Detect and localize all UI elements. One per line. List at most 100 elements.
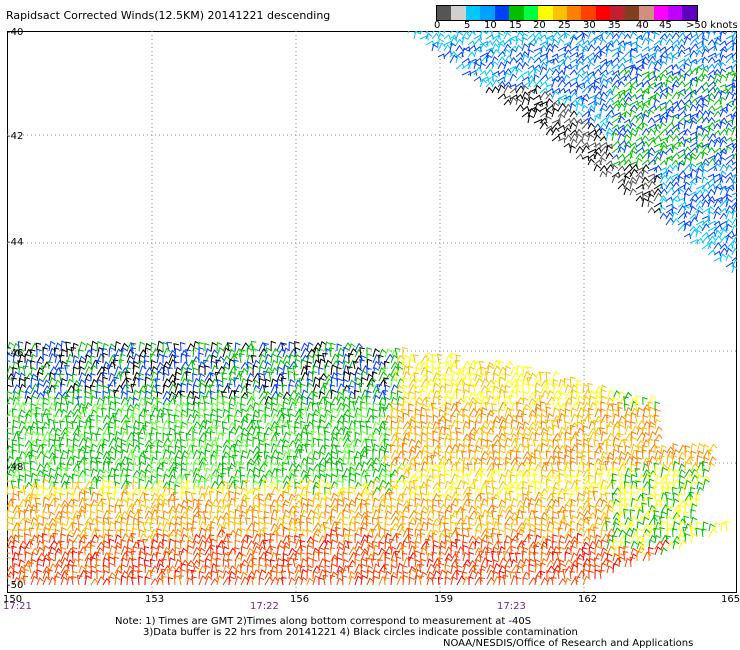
wind-barb xyxy=(95,479,102,490)
wind-barb xyxy=(480,438,487,448)
wind-barb xyxy=(671,55,678,64)
wind-barb xyxy=(701,528,707,538)
wind-barb xyxy=(84,473,90,484)
wind-barb xyxy=(150,439,159,448)
wind-barb xyxy=(654,401,661,412)
wind-barb xyxy=(522,426,531,436)
wind-barb xyxy=(312,484,320,496)
wind-barb xyxy=(342,456,349,466)
wind-barb xyxy=(221,455,228,466)
wind-barb xyxy=(72,403,81,412)
wind-barb xyxy=(491,480,497,490)
wind-barb xyxy=(34,497,41,508)
wind-barb xyxy=(455,354,462,364)
wind-barb xyxy=(130,347,136,358)
wind-barb xyxy=(600,478,608,490)
wind-barb xyxy=(228,358,235,370)
wind-barb xyxy=(492,409,498,418)
wind-barb xyxy=(618,456,626,466)
wind-barb xyxy=(336,426,345,436)
colorbar-label: 5 xyxy=(464,20,471,31)
wind-barb xyxy=(138,414,145,424)
wind-barb xyxy=(204,377,214,388)
wind-barb xyxy=(599,91,608,100)
wind-barb xyxy=(198,391,205,400)
wind-barb xyxy=(648,394,657,406)
wind-barb xyxy=(378,455,388,466)
wind-barb xyxy=(246,488,255,496)
wind-barb xyxy=(378,402,386,412)
wind-barb xyxy=(312,409,320,418)
wind-barb xyxy=(414,540,421,550)
wind-barb xyxy=(414,439,423,448)
colorbar-labels: 0 5 10 15 20 25 30 35 40 45 >50 knots xyxy=(430,20,740,32)
wind-barb xyxy=(414,412,421,424)
wind-barb xyxy=(558,426,567,436)
wind-barb xyxy=(474,529,482,538)
wind-barb xyxy=(150,403,158,412)
wind-barb xyxy=(660,547,668,556)
wind-barb xyxy=(642,407,650,418)
wind-barb xyxy=(354,407,362,418)
wind-barb xyxy=(677,99,685,106)
wind-barb xyxy=(156,391,163,400)
wind-barb xyxy=(276,468,282,478)
wind-barb xyxy=(318,478,324,490)
wind-barb xyxy=(384,468,392,478)
wind-barb xyxy=(707,56,716,64)
wind-barb xyxy=(17,341,24,352)
wind-barb xyxy=(468,414,475,424)
wind-barb xyxy=(486,439,493,448)
wind-barb xyxy=(450,468,457,478)
wind-barb xyxy=(648,516,658,526)
wind-barb xyxy=(342,360,350,370)
wind-barb xyxy=(198,341,204,351)
wind-barb xyxy=(582,462,589,472)
wind-barb xyxy=(364,474,371,484)
wind-barb xyxy=(66,522,76,532)
wind-barb xyxy=(684,449,692,460)
wind-barb xyxy=(324,400,332,412)
wind-barb xyxy=(352,486,359,496)
wind-barb xyxy=(480,366,487,376)
wind-barb xyxy=(420,558,427,568)
wind-barb xyxy=(138,442,144,453)
wind-barb xyxy=(76,388,83,400)
wind-barb xyxy=(534,486,541,496)
wind-barb xyxy=(665,92,673,100)
wind-barb xyxy=(522,456,531,466)
wind-barb xyxy=(354,438,362,448)
wind-barb xyxy=(78,456,88,466)
wind-barb xyxy=(198,407,205,418)
wind-barb xyxy=(11,449,18,460)
wind-barb xyxy=(600,455,608,466)
wind-barb xyxy=(35,342,42,352)
wind-barb xyxy=(95,359,102,370)
wind-barb xyxy=(558,378,566,388)
wind-barb xyxy=(606,424,612,436)
wind-barb xyxy=(622,438,629,448)
wind-barb xyxy=(330,461,337,472)
wind-barb xyxy=(426,359,433,370)
wind-barb xyxy=(312,539,319,550)
wind-barb xyxy=(276,394,283,406)
wind-barb xyxy=(84,431,90,442)
wind-barb xyxy=(546,382,552,394)
wind-barb xyxy=(654,481,662,490)
wind-barb xyxy=(540,427,548,436)
wind-barb xyxy=(318,377,325,388)
wind-barb xyxy=(264,469,273,478)
wind-barb xyxy=(10,480,17,490)
wind-barb xyxy=(426,444,433,454)
wind-barb xyxy=(552,432,562,442)
wind-barb xyxy=(642,431,650,442)
wind-barb xyxy=(24,384,33,394)
wind-barb xyxy=(204,347,212,358)
wind-barb xyxy=(222,395,228,405)
wind-barb xyxy=(144,347,151,358)
wind-barb xyxy=(252,425,260,436)
wind-barb xyxy=(34,479,41,490)
wind-barb xyxy=(282,347,291,358)
wind-barb xyxy=(204,342,210,352)
wind-barb xyxy=(42,421,50,430)
